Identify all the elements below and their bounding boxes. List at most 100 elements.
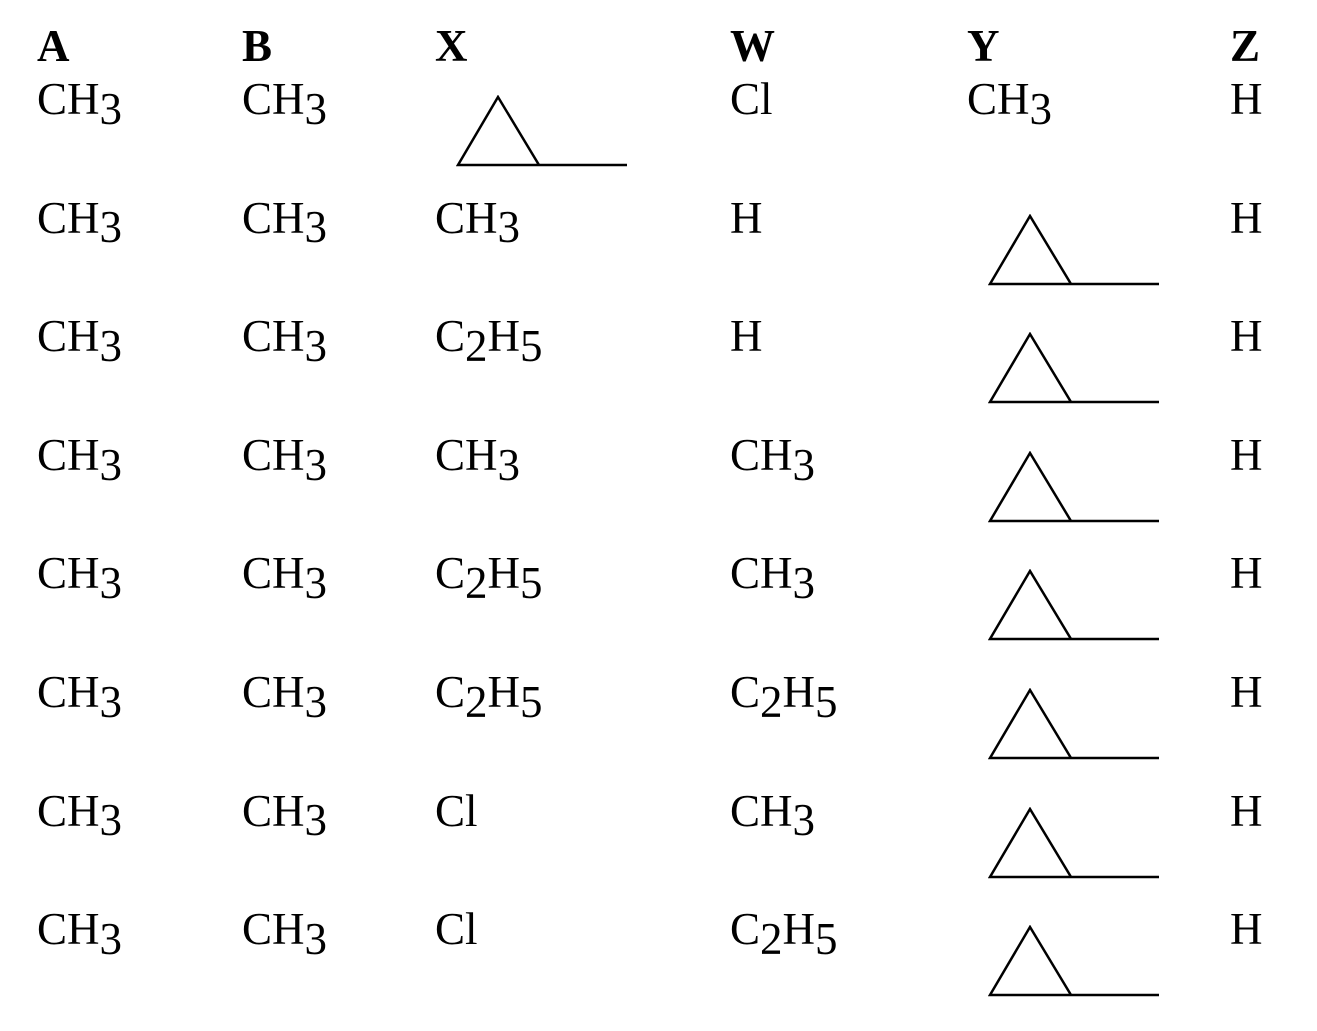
- cell-z: H: [1230, 196, 1263, 241]
- formula-text: H: [1230, 904, 1263, 954]
- header-y: Y: [967, 24, 1000, 69]
- subscript: 3: [305, 321, 328, 371]
- cell-z: H: [1230, 670, 1263, 715]
- table-row: CH3CH3C2H5HH: [0, 314, 1317, 424]
- cell-a: CH3: [37, 433, 122, 478]
- formula-text: CH: [242, 430, 305, 480]
- formula-text: CH: [242, 667, 305, 717]
- formula-text: H: [1230, 193, 1263, 243]
- formula-text: H: [1230, 548, 1263, 598]
- cyclopropyl-icon: [988, 214, 1163, 286]
- subscript: 3: [100, 321, 123, 371]
- formula-text: CH: [37, 430, 100, 480]
- formula-text: C: [730, 667, 760, 717]
- formula-text: H: [1230, 74, 1263, 124]
- formula-text: CH: [242, 548, 305, 598]
- cell-b: CH3: [242, 433, 327, 478]
- subscript: 5: [520, 558, 543, 608]
- subscript: 5: [815, 914, 838, 964]
- formula-text: CH: [37, 74, 100, 124]
- cell-b: CH3: [242, 77, 327, 122]
- formula-text: CH: [730, 548, 793, 598]
- subscript: 3: [100, 677, 123, 727]
- cell-w: CH3: [730, 789, 815, 834]
- subscript: 3: [305, 84, 328, 134]
- formula-text: CH: [37, 786, 100, 836]
- cell-b: CH3: [242, 907, 327, 952]
- subscript: 5: [815, 677, 838, 727]
- formula-text: H: [1230, 786, 1263, 836]
- subscript: 3: [498, 202, 521, 252]
- cyclopropyl-icon: [988, 332, 1163, 404]
- cell-b: CH3: [242, 670, 327, 715]
- formula-text: CH: [37, 311, 100, 361]
- subscript: 3: [305, 914, 328, 964]
- header-x: X: [435, 24, 468, 69]
- cell-w: H: [730, 314, 763, 359]
- formula-text: H: [1230, 667, 1263, 717]
- formula-text: Cl: [435, 786, 478, 836]
- subscript: 3: [793, 440, 816, 490]
- formula-text: H: [488, 311, 521, 361]
- cell-w: H: [730, 196, 763, 241]
- formula-text: H: [730, 311, 763, 361]
- subscript: 2: [760, 677, 783, 727]
- formula-text: H: [783, 904, 816, 954]
- cyclopropyl-icon: [988, 451, 1163, 523]
- table-row: CH3CH3ClCH3H: [0, 789, 1317, 899]
- cell-a: CH3: [37, 907, 122, 952]
- cell-a: CH3: [37, 551, 122, 596]
- formula-text: C: [730, 904, 760, 954]
- formula-text: C: [435, 548, 465, 598]
- cell-z: H: [1230, 314, 1263, 359]
- formula-text: Cl: [730, 74, 773, 124]
- subscript: 3: [793, 558, 816, 608]
- cell-a: CH3: [37, 196, 122, 241]
- subscript: 3: [305, 677, 328, 727]
- formula-text: CH: [730, 786, 793, 836]
- cell-z: H: [1230, 789, 1263, 834]
- cell-z: H: [1230, 551, 1263, 596]
- cell-x: C2H5: [435, 551, 543, 596]
- formula-text: H: [783, 667, 816, 717]
- formula-text: C: [435, 311, 465, 361]
- cell-z: H: [1230, 77, 1263, 122]
- table-row: CH3CH3C2H5CH3H: [0, 551, 1317, 661]
- formula-text: CH: [37, 904, 100, 954]
- cell-x: Cl: [435, 789, 478, 834]
- cell-x: C2H5: [435, 314, 543, 359]
- cell-w: Cl: [730, 77, 773, 122]
- subscript: 3: [498, 440, 521, 490]
- table-row: CH3CH3CH3HH: [0, 196, 1317, 306]
- formula-text: CH: [37, 667, 100, 717]
- subscript: 2: [465, 558, 488, 608]
- subscript: 2: [465, 677, 488, 727]
- cell-x: CH3: [435, 196, 520, 241]
- subscript: 3: [305, 795, 328, 845]
- cyclopropyl-icon: [988, 925, 1163, 997]
- formula-text: H: [488, 667, 521, 717]
- subscript: 3: [305, 202, 328, 252]
- cell-a: CH3: [37, 314, 122, 359]
- header-z: Z: [1230, 24, 1260, 69]
- formula-text: Cl: [435, 904, 478, 954]
- cell-w: CH3: [730, 551, 815, 596]
- subscript: 3: [100, 558, 123, 608]
- formula-text: CH: [730, 430, 793, 480]
- cell-a: CH3: [37, 77, 122, 122]
- subscript: 3: [305, 558, 328, 608]
- formula-text: H: [1230, 311, 1263, 361]
- cell-w: CH3: [730, 433, 815, 478]
- cell-b: CH3: [242, 789, 327, 834]
- formula-text: CH: [242, 904, 305, 954]
- formula-text: H: [488, 548, 521, 598]
- formula-text: CH: [435, 193, 498, 243]
- formula-text: H: [730, 193, 763, 243]
- header-a: A: [37, 24, 70, 69]
- subscript: 3: [100, 914, 123, 964]
- subscript: 3: [1030, 84, 1053, 134]
- subscript: 3: [100, 202, 123, 252]
- subscript: 3: [793, 795, 816, 845]
- formula-text: CH: [242, 786, 305, 836]
- table-row: CH3CH3ClC2H5H: [0, 907, 1317, 1017]
